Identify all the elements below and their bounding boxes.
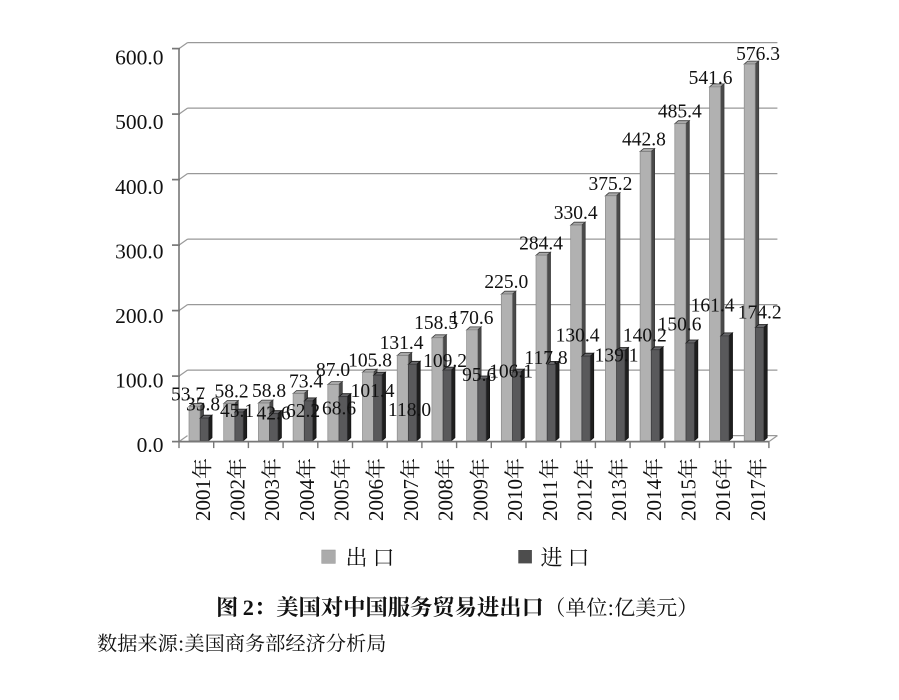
svg-text:106.1: 106.1 <box>489 362 533 383</box>
svg-text:117.8: 117.8 <box>524 348 567 369</box>
svg-text:2006: 2006 <box>364 479 388 521</box>
svg-text:2001: 2001 <box>191 479 215 521</box>
svg-text:130.4: 130.4 <box>556 325 600 346</box>
svg-text:174.2: 174.2 <box>738 302 782 323</box>
svg-text:62.2: 62.2 <box>286 401 320 422</box>
svg-text:2013: 2013 <box>607 479 631 521</box>
svg-text:42.6: 42.6 <box>256 404 290 425</box>
svg-text:300.0: 300.0 <box>115 239 163 263</box>
svg-text:330.4: 330.4 <box>554 203 598 224</box>
svg-text:541.6: 541.6 <box>689 68 733 89</box>
svg-text:2010: 2010 <box>503 479 527 521</box>
svg-text:45.1: 45.1 <box>220 401 254 422</box>
svg-text:0.0: 0.0 <box>137 433 164 457</box>
svg-text:2014: 2014 <box>642 479 666 522</box>
svg-text:2009: 2009 <box>468 479 492 521</box>
svg-text:2007: 2007 <box>399 479 423 521</box>
svg-text:2017: 2017 <box>746 479 770 521</box>
svg-text:118.0: 118.0 <box>388 400 431 421</box>
svg-text:101.4: 101.4 <box>351 381 395 402</box>
svg-text:161.4: 161.4 <box>691 296 735 317</box>
svg-text:576.3: 576.3 <box>736 44 780 65</box>
svg-text:600.0: 600.0 <box>115 46 163 70</box>
svg-text:284.4: 284.4 <box>519 233 563 254</box>
svg-text:2016: 2016 <box>711 479 735 521</box>
svg-text:53.7: 53.7 <box>171 384 205 405</box>
svg-text:170.6: 170.6 <box>450 308 494 329</box>
svg-text:2012: 2012 <box>572 479 596 521</box>
svg-text:200.0: 200.0 <box>115 304 163 328</box>
svg-text:400.0: 400.0 <box>115 175 163 199</box>
svg-text:485.4: 485.4 <box>658 102 702 123</box>
svg-text:35.8: 35.8 <box>186 395 220 416</box>
svg-text:2015: 2015 <box>677 479 701 521</box>
svg-text:68.6: 68.6 <box>322 399 356 420</box>
svg-text:58.8: 58.8 <box>252 381 286 402</box>
svg-text:87.0: 87.0 <box>316 360 350 381</box>
svg-text:2: 2 <box>243 595 254 620</box>
svg-text:2002: 2002 <box>226 479 250 521</box>
svg-text:105.8: 105.8 <box>348 350 392 371</box>
svg-text:131.4: 131.4 <box>380 333 424 354</box>
svg-text:158.5: 158.5 <box>414 313 458 334</box>
svg-text:73.4: 73.4 <box>289 372 323 393</box>
svg-text:140.2: 140.2 <box>623 325 667 346</box>
svg-text:58.2: 58.2 <box>214 382 248 403</box>
svg-text:442.8: 442.8 <box>622 130 666 151</box>
svg-text:100.0: 100.0 <box>115 368 163 392</box>
svg-text:2003: 2003 <box>260 479 284 521</box>
svg-text:95.6: 95.6 <box>462 365 496 386</box>
svg-text:2008: 2008 <box>434 479 458 521</box>
svg-text:2005: 2005 <box>330 479 354 521</box>
svg-text:500.0: 500.0 <box>115 110 163 134</box>
svg-text:150.6: 150.6 <box>658 315 702 336</box>
svg-text:375.2: 375.2 <box>588 174 632 195</box>
svg-text:109.2: 109.2 <box>423 351 467 372</box>
svg-text:2011: 2011 <box>538 480 562 521</box>
svg-text:225.0: 225.0 <box>484 272 528 293</box>
svg-text:139.1: 139.1 <box>595 345 639 366</box>
svg-text:2004: 2004 <box>295 479 319 522</box>
